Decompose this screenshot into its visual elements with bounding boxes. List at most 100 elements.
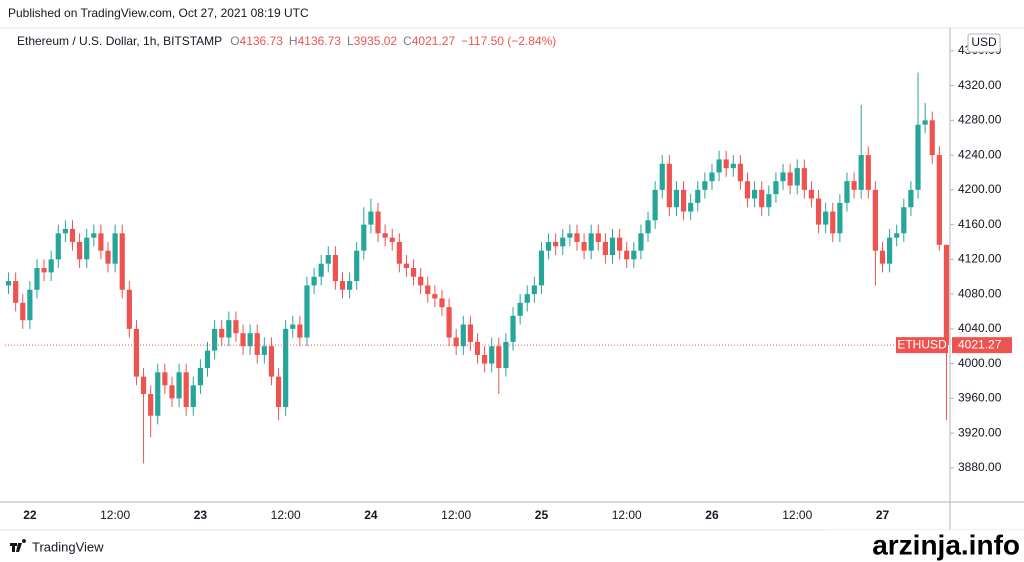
candle-body bbox=[581, 241, 587, 251]
candle-body bbox=[368, 211, 374, 225]
candle-body bbox=[588, 233, 594, 251]
candle-body bbox=[688, 202, 694, 212]
candle-body bbox=[894, 233, 900, 238]
candle-body bbox=[695, 189, 701, 203]
y-tick-label: 3960.00 bbox=[958, 391, 1002, 405]
candle-body bbox=[446, 307, 452, 338]
candle-body bbox=[119, 233, 125, 290]
candle-body bbox=[794, 168, 800, 186]
candle-body bbox=[609, 237, 616, 256]
candle-body bbox=[439, 298, 445, 308]
candle-body bbox=[908, 189, 914, 208]
candle-body bbox=[162, 372, 168, 386]
candle-body bbox=[503, 341, 509, 368]
candle-body bbox=[858, 155, 864, 190]
candle-body bbox=[105, 250, 111, 264]
candle-body bbox=[176, 372, 182, 399]
candle-body bbox=[169, 385, 175, 399]
x-tick-label: 26 bbox=[705, 508, 719, 522]
candle-body bbox=[602, 241, 608, 256]
candle-body bbox=[496, 346, 502, 368]
candle-body bbox=[872, 189, 878, 251]
candle-body bbox=[915, 124, 921, 190]
candle-body bbox=[673, 189, 680, 208]
candle-body bbox=[219, 328, 225, 338]
candle-body bbox=[801, 168, 807, 190]
candle-body bbox=[290, 324, 296, 329]
legend: Ethereum / U.S. Dollar, 1h, BITSTAMP O413… bbox=[17, 34, 556, 48]
candle-body bbox=[830, 211, 836, 234]
candle-body bbox=[752, 189, 758, 199]
candle-body bbox=[474, 341, 481, 355]
x-tick-label: 22 bbox=[23, 508, 37, 522]
x-tick-label: 12:00 bbox=[612, 508, 642, 522]
candle-body bbox=[524, 294, 530, 303]
candle-body bbox=[709, 172, 715, 182]
candle-body bbox=[55, 233, 61, 260]
candle-body bbox=[574, 233, 580, 242]
candle-body bbox=[140, 376, 147, 395]
candle-body bbox=[815, 198, 822, 225]
candle-body bbox=[560, 237, 566, 247]
y-tick-label: 4040.00 bbox=[958, 321, 1002, 335]
ohlc-value: 4021.27 bbox=[412, 34, 456, 48]
brand: TradingView bbox=[10, 539, 104, 554]
candle-body bbox=[304, 285, 310, 338]
candle-body bbox=[347, 281, 353, 290]
candle-body bbox=[766, 194, 772, 208]
y-tick-label: 4320.00 bbox=[958, 78, 1002, 92]
candle-body bbox=[354, 250, 360, 282]
candle-body bbox=[901, 207, 907, 234]
candle-body bbox=[531, 285, 537, 295]
candle-body bbox=[943, 244, 950, 346]
candle-body bbox=[467, 324, 473, 342]
x-tick-label: 24 bbox=[364, 508, 378, 522]
candle-body bbox=[482, 354, 488, 364]
y-tick-label: 4160.00 bbox=[958, 217, 1002, 231]
candle-body bbox=[84, 237, 90, 260]
candle-body bbox=[190, 385, 196, 408]
candle-body bbox=[5, 281, 12, 286]
y-tick-label: 4080.00 bbox=[958, 286, 1002, 300]
candle-body bbox=[744, 181, 751, 199]
candle-body bbox=[212, 328, 218, 351]
candle-body bbox=[247, 333, 253, 347]
symbol-label-bg bbox=[896, 337, 948, 354]
candle-body bbox=[69, 228, 76, 242]
candle-body bbox=[808, 189, 815, 199]
x-tick-label: 12:00 bbox=[100, 508, 130, 522]
candle-body bbox=[403, 263, 410, 269]
ohlc-letter: H bbox=[289, 34, 298, 48]
candle-body bbox=[545, 241, 552, 251]
change: −117.50 (−2.84%) bbox=[461, 34, 556, 48]
candle-body bbox=[389, 237, 395, 242]
candle-body bbox=[595, 233, 601, 242]
candle-body bbox=[20, 302, 26, 321]
y-tick-label: 4280.00 bbox=[958, 113, 1002, 127]
candle-body bbox=[41, 268, 47, 273]
candle-body bbox=[517, 302, 523, 316]
candle-body bbox=[759, 189, 765, 208]
candle-body bbox=[666, 163, 672, 208]
candle-body bbox=[62, 228, 68, 234]
candle-body bbox=[460, 324, 466, 347]
candle-body bbox=[723, 159, 729, 169]
candle-body bbox=[780, 172, 786, 182]
candle-body bbox=[425, 285, 431, 295]
x-tick-label: 25 bbox=[535, 508, 549, 522]
x-tick-label: 12:00 bbox=[441, 508, 471, 522]
candle-body bbox=[787, 172, 793, 186]
candle-body bbox=[339, 281, 346, 290]
candle-body bbox=[48, 259, 54, 273]
candle-body bbox=[929, 120, 935, 156]
candle-body bbox=[204, 350, 211, 368]
candle-body bbox=[325, 255, 331, 264]
x-tick-label: 23 bbox=[194, 508, 208, 522]
candle-body bbox=[510, 315, 516, 342]
candle-body bbox=[98, 233, 104, 251]
candle-body bbox=[865, 155, 871, 190]
ohlc-value: 4136.73 bbox=[240, 34, 284, 48]
candle-body bbox=[823, 211, 829, 225]
currency-box bbox=[967, 33, 1001, 53]
ohlc-letter: O bbox=[230, 34, 239, 48]
